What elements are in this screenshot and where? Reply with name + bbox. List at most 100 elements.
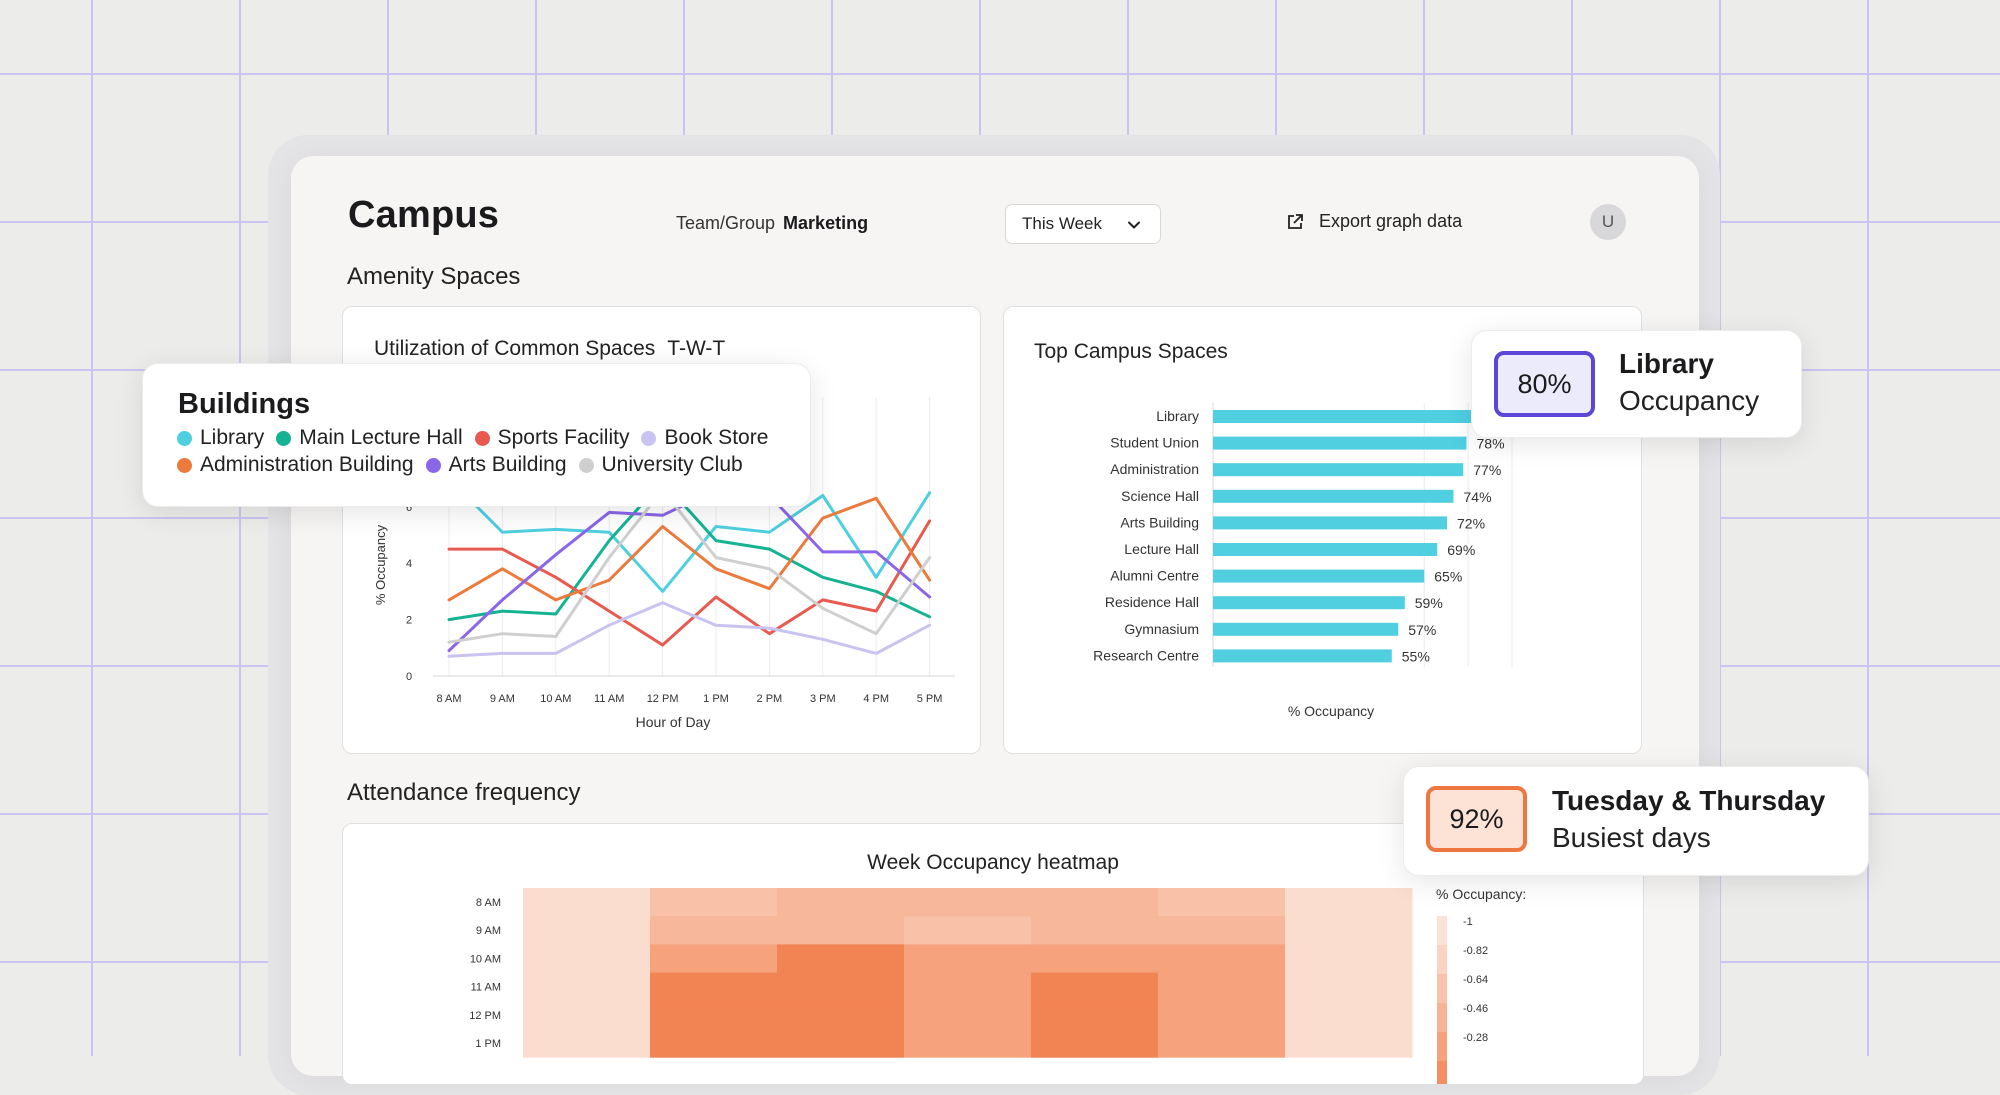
- legend-dot: [641, 430, 657, 446]
- heatmap-cell: [777, 944, 905, 974]
- heatmap-cell: [523, 1029, 651, 1058]
- bar-value-label: 55%: [1402, 648, 1430, 664]
- chevron-down-icon: [1128, 221, 1140, 229]
- x-tick-label: 4 PM: [863, 693, 889, 705]
- heatmap-cell: [777, 1029, 905, 1058]
- busiest-card-title: Tuesday & Thursday: [1552, 785, 1826, 816]
- x-axis-label: Hour of Day: [636, 714, 711, 730]
- legend-item[interactable]: Sports Facility: [474, 426, 630, 450]
- bar-value-label: 59%: [1415, 595, 1443, 611]
- buildings-legend-heading: Buildings: [178, 388, 311, 420]
- legend-item[interactable]: Main Lecture Hall: [276, 426, 463, 450]
- heatmap-cell: [650, 888, 778, 917]
- x-tick-label: 9 AM: [490, 693, 515, 705]
- bar-category-label: Alumni Centre: [1110, 568, 1199, 584]
- bar-category-label: Administration: [1110, 461, 1199, 477]
- heatmap-card: Week Occupancy heatmap 8 AM 9 AM 10 AM 11 A…: [342, 823, 1644, 1090]
- bar-category-label: Student Union: [1110, 435, 1199, 451]
- bar-value-label: 69%: [1447, 542, 1475, 558]
- legend-dot: [425, 457, 441, 473]
- utilization-title-text: Utilization of Common Spaces: [374, 337, 656, 360]
- library-card-title: Library: [1619, 348, 1714, 379]
- heatmap-legend-swatch: [1437, 916, 1447, 945]
- legend-item-label: University Club: [601, 453, 743, 476]
- team-group-filter[interactable]: Team/Group Marketing: [676, 213, 868, 234]
- heatmap-legend-swatch: [1437, 945, 1447, 974]
- y-tick-label: 2: [406, 615, 412, 627]
- bar: [1213, 622, 1399, 636]
- series-line: [447, 496, 932, 602]
- legend-item-label: Sports Facility: [497, 426, 630, 449]
- heatmap-legend-title: % Occupancy:: [1436, 886, 1526, 902]
- bar-value-label: 77%: [1473, 462, 1501, 478]
- heatmap-cell: [777, 972, 905, 1002]
- bar: [1213, 489, 1454, 503]
- heatmap-row-label: 10 AM: [470, 953, 501, 965]
- heatmap-legend-tick: -0.46: [1463, 1003, 1488, 1015]
- utilization-title-suffix: T-W-T: [667, 337, 726, 360]
- heatmap-cell: [1031, 888, 1159, 917]
- heatmap-cell: [904, 1000, 1032, 1030]
- heatmap-cell: [1031, 916, 1159, 945]
- bar: [1213, 543, 1438, 556]
- heatmap-cell: [904, 972, 1032, 1002]
- legend-item-label: Main Lecture Hall: [299, 426, 463, 449]
- utilization-line-chart: 8 AM 9 AM 10 AM 11 AM 12 PM 1 PM 2 PM 3 PM 4 PM 5…: [373, 397, 955, 730]
- bar: [1213, 569, 1425, 583]
- library-card-subtitle: Occupancy: [1619, 385, 1760, 416]
- period-select[interactable]: This Week: [1005, 204, 1161, 244]
- legend-item[interactable]: Arts Building: [425, 453, 567, 477]
- heatmap-cell: [1285, 944, 1413, 974]
- legend-item-label: Library: [200, 426, 265, 449]
- period-select-value: This Week: [1022, 214, 1102, 233]
- x-tick-label: 3 PM: [810, 693, 836, 705]
- legend-dot: [177, 457, 192, 473]
- heatmap-legend-tick: -1: [1463, 916, 1473, 928]
- heatmap-cell: [904, 944, 1032, 974]
- legend-item[interactable]: Library: [177, 426, 264, 450]
- export-label: Export graph data: [1319, 211, 1463, 231]
- heatmap-cell: [523, 972, 651, 1002]
- legend-item[interactable]: Book Store: [641, 426, 768, 450]
- heatmap-cell: [1158, 888, 1286, 917]
- page-title: Campus: [348, 194, 500, 236]
- legend-item-label: Book Store: [664, 426, 769, 449]
- bar-category-label: Library: [1156, 408, 1199, 424]
- legend-item[interactable]: University Club: [578, 453, 743, 477]
- legend-item[interactable]: Administration Building: [177, 453, 414, 477]
- heatmap-cell: [1285, 972, 1413, 1002]
- x-tick-label: 8 AM: [436, 693, 461, 705]
- bar-category-label: Arts Building: [1120, 514, 1199, 530]
- bar-category-label: Science Hall: [1121, 488, 1199, 504]
- heatmap-cell: [1158, 1000, 1286, 1030]
- buildings-legend-card: Buildings Library Main Lecture Hall Spor…: [142, 363, 811, 507]
- export-graph-data-link[interactable]: Export graph data: [1285, 211, 1462, 232]
- legend-row: Library Main Lecture Hall Sports Facilit…: [177, 426, 780, 450]
- bar-value-label: 72%: [1457, 515, 1485, 531]
- heatmap-cell: [1031, 972, 1159, 1002]
- heatmap-cell: [650, 972, 778, 1002]
- x-axis-label: % Occupancy: [1288, 703, 1374, 719]
- heatmap-cell: [1158, 1029, 1286, 1058]
- avatar[interactable]: U: [1590, 204, 1626, 240]
- x-tick-label: 2 PM: [757, 693, 783, 705]
- heatmap-cell: [1285, 888, 1413, 917]
- heatmap-cell: [650, 1000, 778, 1030]
- series-line: [447, 601, 932, 658]
- heatmap-cell: [904, 888, 1032, 917]
- heatmap-cell: [1158, 916, 1286, 945]
- x-tick-label: 11 AM: [594, 693, 624, 705]
- y-tick-label: 6: [406, 502, 412, 514]
- bar-category-label: Gymnasium: [1124, 621, 1199, 637]
- team-group-label: Team/Group: [676, 213, 776, 233]
- bar-category-label: Lecture Hall: [1124, 541, 1199, 557]
- y-tick-label: 4: [406, 558, 412, 570]
- heatmap-cell: [650, 944, 778, 974]
- heatmap-legend-swatch: [1437, 1003, 1447, 1032]
- heatmap-row-label: 12 PM: [469, 1010, 501, 1022]
- legend-row: Administration Building Arts Building Un…: [177, 453, 755, 477]
- bar: [1213, 410, 1473, 423]
- heatmap-cell: [1158, 944, 1286, 974]
- legend-item-label: Administration Building: [200, 453, 414, 476]
- heatmap-cell: [650, 916, 778, 945]
